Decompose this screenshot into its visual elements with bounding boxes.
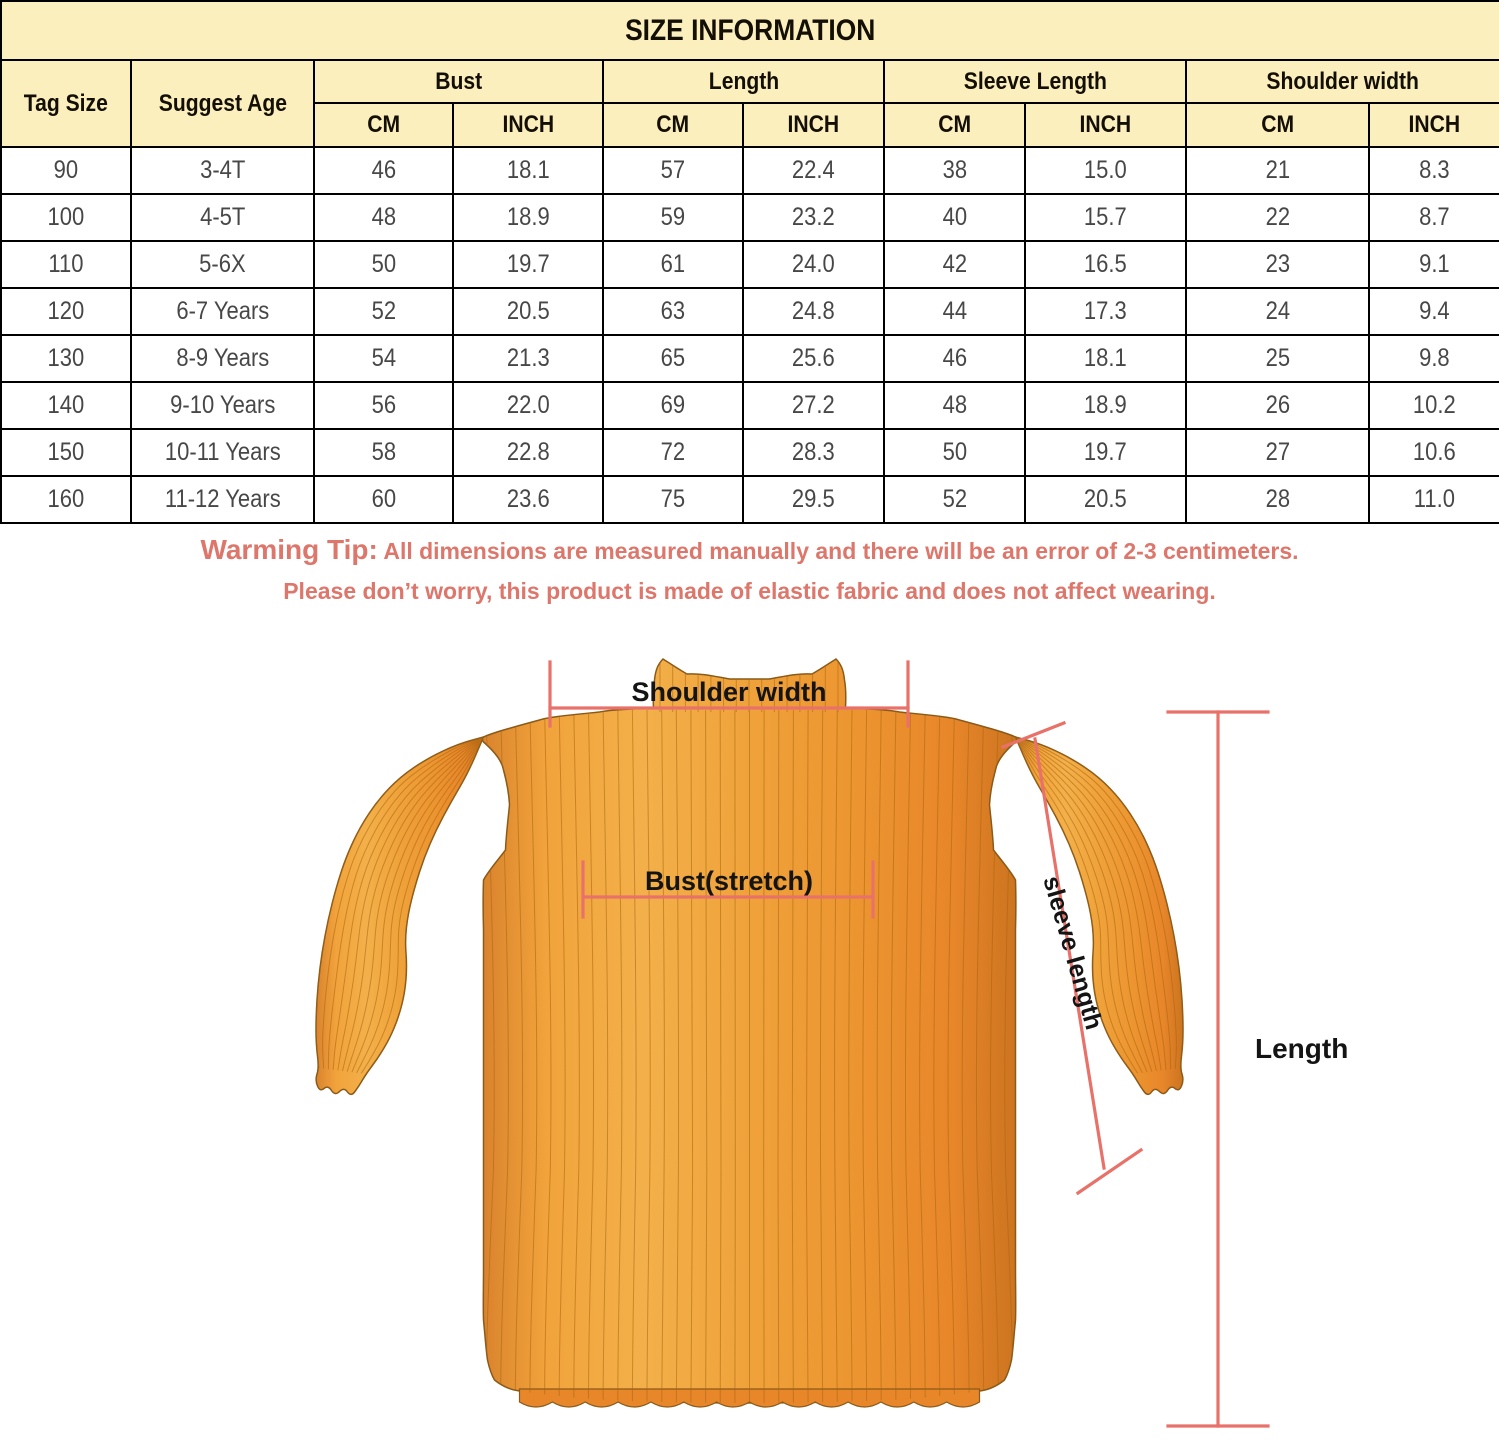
svg-text:Bust(stretch): Bust(stretch) — [645, 866, 813, 896]
svg-text:Shoulder width: Shoulder width — [632, 677, 827, 707]
svg-text:Length: Length — [1255, 1033, 1348, 1064]
